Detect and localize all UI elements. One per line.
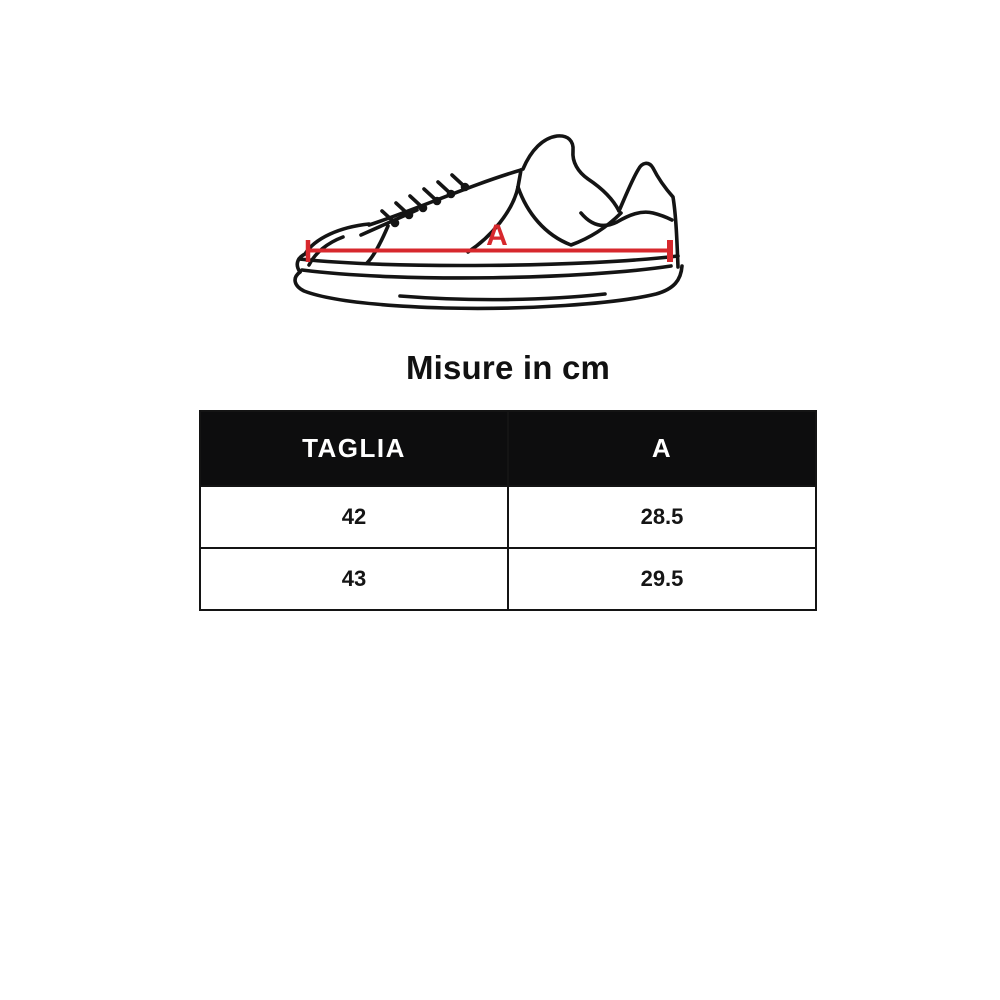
measure-label: A: [486, 219, 508, 252]
cell-measure-a: 29.5: [507, 547, 817, 611]
column-header-a: A: [507, 410, 817, 487]
table-header-row: TAGLIA A: [199, 410, 817, 487]
column-header-taglia: TAGLIA: [199, 410, 509, 487]
cell-taglia: 43: [199, 547, 509, 611]
size-table: TAGLIA A 42 28.5 43 29.5: [199, 410, 817, 611]
measure-arrow: [305, 240, 673, 262]
cell-taglia: 42: [199, 485, 509, 549]
sneaker-outline-icon: A: [293, 134, 684, 311]
page-title: Misure in cm: [405, 349, 611, 386]
cell-measure-a: 28.5: [507, 485, 817, 549]
eyelet-dots: [390, 182, 470, 228]
table-row: 43 29.5: [199, 547, 817, 611]
shoe-diagram: A: [285, 125, 705, 325]
table-row: 42 28.5: [199, 485, 817, 549]
